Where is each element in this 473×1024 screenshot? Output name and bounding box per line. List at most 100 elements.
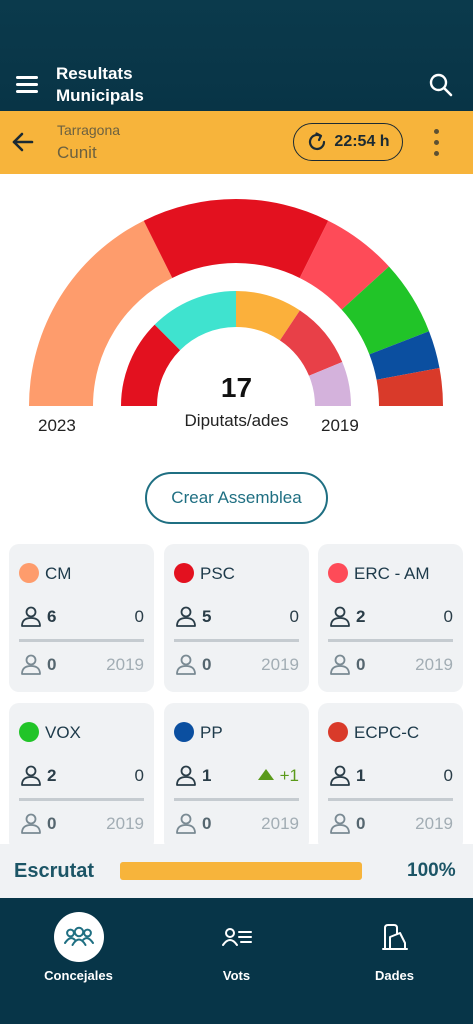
person-icon (21, 813, 41, 834)
party-card[interactable]: ERC - AM 2 0 0 2019 (318, 544, 463, 692)
previous-seats-row: 0 2019 (19, 811, 144, 835)
party-name: ERC - AM (354, 564, 430, 583)
seat-change: +1 (257, 766, 299, 786)
card-divider (174, 798, 299, 801)
seat-change: 0 (443, 607, 453, 626)
app-title-line2: Municipals (56, 86, 144, 105)
person-icon (21, 606, 41, 627)
more-options-icon[interactable] (428, 126, 446, 158)
app-title: Resultats Municipals (56, 63, 144, 107)
party-name: ECPC-C (354, 723, 420, 742)
seat-change: 0 (443, 766, 453, 785)
people-icon (64, 926, 94, 946)
previous-year: 2019 (261, 814, 299, 833)
total-seats-label: Diputats/ades (184, 411, 289, 430)
previous-seats-row: 0 2019 (328, 652, 453, 676)
card-divider (328, 639, 453, 642)
party-card[interactable]: CM 6 0 0 2019 (9, 544, 154, 692)
outer-ring-segment (376, 367, 443, 406)
person-icon (176, 606, 196, 627)
inner-ring-segment (308, 361, 351, 406)
previous-seats: 0 (356, 655, 366, 674)
person-icon (330, 765, 350, 786)
party-card[interactable]: ECPC-C 1 0 0 2019 (318, 703, 463, 844)
total-seats: 17 (220, 372, 253, 403)
previous-seats: 0 (202, 814, 212, 833)
scrutiny-bar: Escrutat 100% (0, 844, 473, 898)
app-title-line1: Resultats (56, 64, 133, 83)
previous-year: 2019 (106, 655, 144, 674)
party-color-dot (174, 722, 194, 742)
person-icon (330, 813, 350, 834)
menu-icon[interactable] (14, 72, 40, 96)
party-card[interactable]: VOX 2 0 0 2019 (9, 703, 154, 844)
previous-seats-row: 0 2019 (328, 811, 453, 835)
party-card[interactable]: PP 1 +1 0 2019 (164, 703, 309, 844)
scrutiny-progress-track (120, 862, 362, 880)
previous-seats: 0 (47, 814, 57, 833)
seats-chart: 17 Diputats/ades 2023 2019 (0, 174, 473, 464)
person-icon (330, 654, 350, 675)
party-cards-grid: CM 6 0 0 2019 PSC 5 0 0 2019 ERC - AM 2 0 0 2019 VOX 2 0 0… (0, 544, 473, 844)
nav-tab-dades[interactable]: Dades (316, 898, 473, 1024)
outer-ring-segment (143, 199, 329, 278)
party-name: PSC (200, 564, 235, 583)
person-icon (330, 606, 350, 627)
outer-ring-segment (341, 266, 430, 355)
inner-ring-segment (279, 310, 343, 376)
previous-seats-row: 0 2019 (19, 652, 144, 676)
create-assembly-button[interactable]: Crear Assemblea (145, 472, 328, 524)
party-name: PP (200, 723, 223, 742)
person-icon (21, 765, 41, 786)
votes-list-icon (222, 928, 252, 946)
outer-year-label: 2023 (38, 416, 76, 435)
outer-ring-segment (299, 220, 389, 310)
inner-ring-segment (236, 291, 300, 341)
top-app-bar: Resultats Municipals (0, 0, 473, 111)
party-color-dot (19, 722, 39, 742)
previous-year: 2019 (415, 814, 453, 833)
card-divider (19, 639, 144, 642)
party-name: CM (45, 564, 72, 583)
nav-tab-concejales[interactable]: Concejales (0, 898, 157, 1024)
nav-tab-vots[interactable]: Vots (158, 898, 315, 1024)
current-seats: 2 (47, 766, 57, 785)
party-color-dot (174, 563, 194, 583)
outer-ring-segment (369, 331, 440, 380)
current-seats: 5 (202, 607, 212, 626)
current-seats: 2 (356, 607, 366, 626)
scrutiny-label: Escrutat (14, 860, 95, 882)
previous-year: 2019 (415, 655, 453, 674)
person-icon (176, 765, 196, 786)
party-color-dot (19, 563, 39, 583)
seat-change: 0 (289, 607, 299, 626)
person-icon (176, 654, 196, 675)
previous-seats-row: 0 2019 (174, 652, 299, 676)
card-divider (19, 798, 144, 801)
nav-tab-concejales-label: Concejales (44, 968, 113, 983)
previous-seats: 0 (47, 655, 57, 674)
previous-seats-row: 0 2019 (174, 811, 299, 835)
person-icon (21, 654, 41, 675)
scrutiny-percent: 100% (407, 860, 456, 881)
seat-change: 0 (134, 607, 144, 626)
refresh-icon (309, 132, 326, 151)
current-seats: 6 (47, 607, 57, 626)
party-name: VOX (45, 723, 81, 742)
search-icon[interactable] (428, 72, 454, 98)
back-arrow-icon[interactable] (10, 129, 36, 155)
update-time: 22:54 h (334, 133, 390, 150)
party-color-dot (328, 722, 348, 742)
inner-year-label: 2019 (321, 416, 359, 435)
party-card[interactable]: PSC 5 0 0 2019 (164, 544, 309, 692)
current-seats-row: 1 +1 (174, 763, 299, 787)
refresh-time-button[interactable]: 22:54 h (293, 123, 403, 161)
nav-tab-vots-label: Vots (222, 968, 251, 983)
previous-year: 2019 (106, 814, 144, 833)
